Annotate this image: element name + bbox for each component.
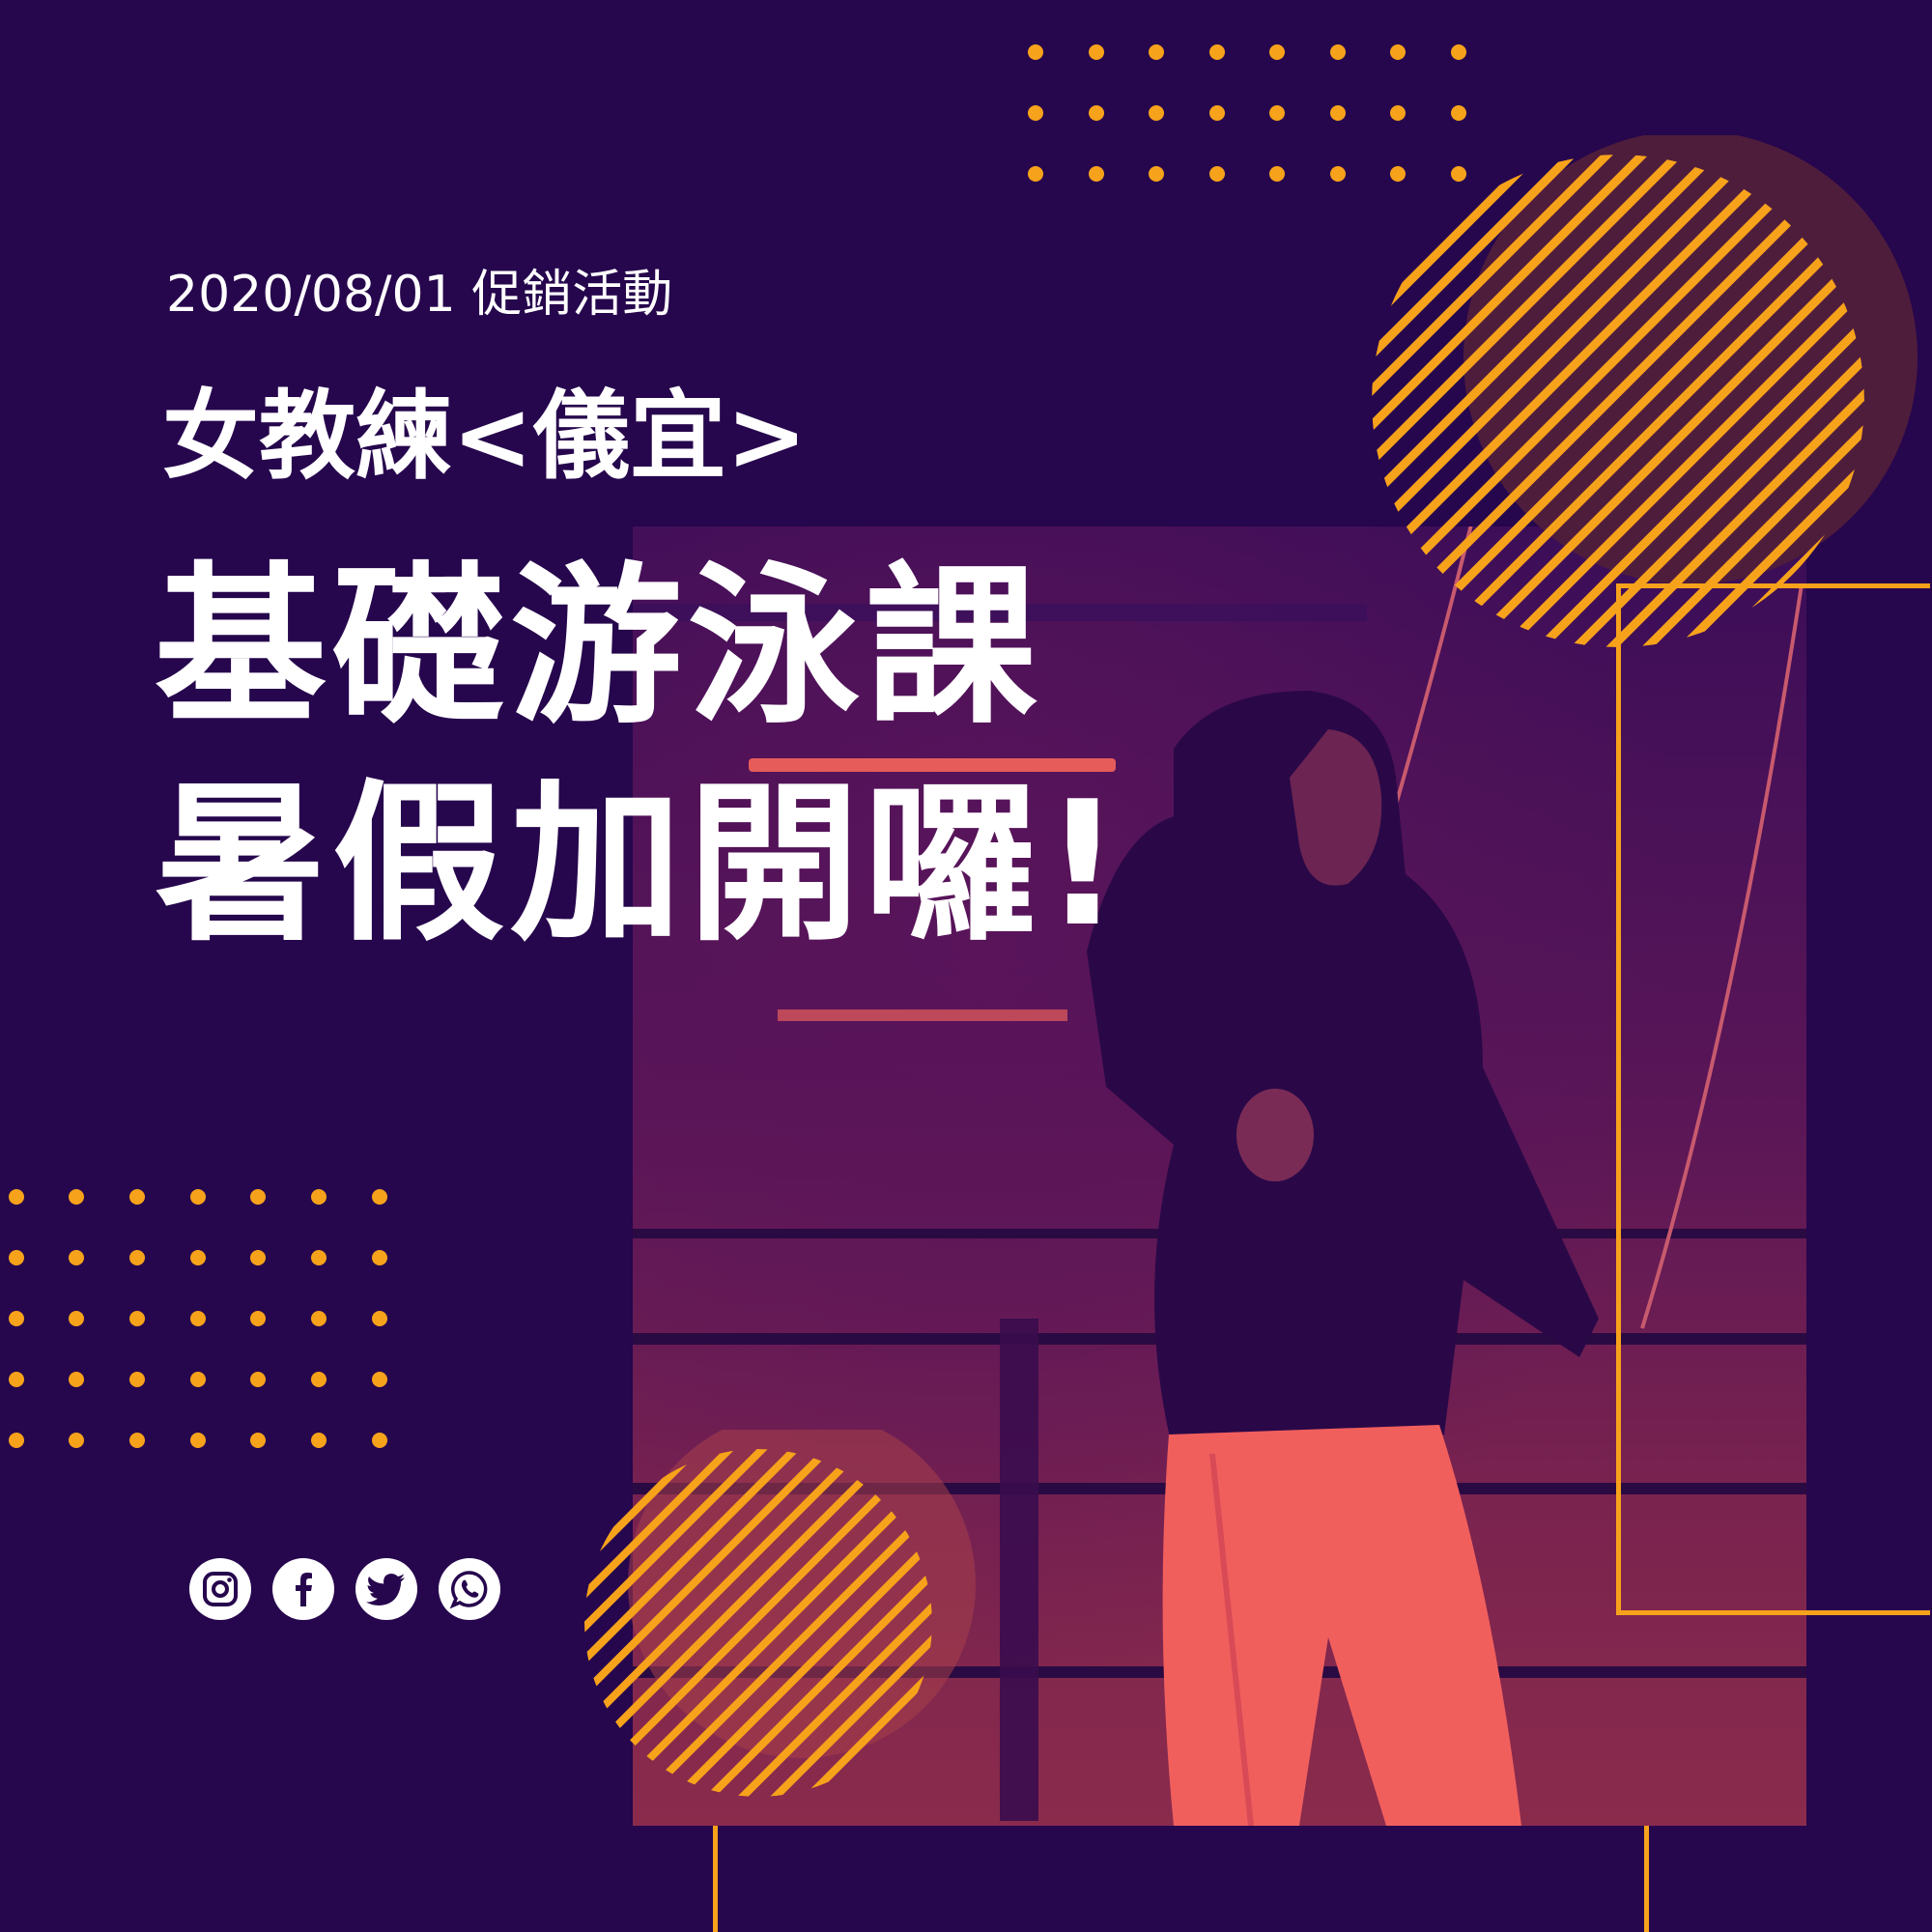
date-line: 2020/08/01 促銷活動 (166, 266, 673, 324)
social-icons (189, 1558, 500, 1620)
striped-circle-top (1372, 135, 1918, 647)
twitter-icon[interactable] (355, 1558, 417, 1620)
striped-circle-bottom (584, 1430, 976, 1797)
bottom-line-left (713, 1826, 718, 1932)
headline-line-1: 基礎游泳課 (155, 547, 1043, 747)
instagram-icon[interactable] (189, 1558, 251, 1620)
headline-line-2: 暑假加開囉! (155, 764, 1128, 964)
whatsapp-icon[interactable] (439, 1558, 500, 1620)
bottom-line-right (1644, 1826, 1649, 1932)
coach-line: 女教練<儀宜> (162, 380, 808, 493)
dot-grid-left (9, 1189, 387, 1448)
dot-grid-top (1028, 44, 1466, 182)
facebook-icon[interactable] (272, 1558, 334, 1620)
orange-frame (1616, 583, 1930, 1615)
